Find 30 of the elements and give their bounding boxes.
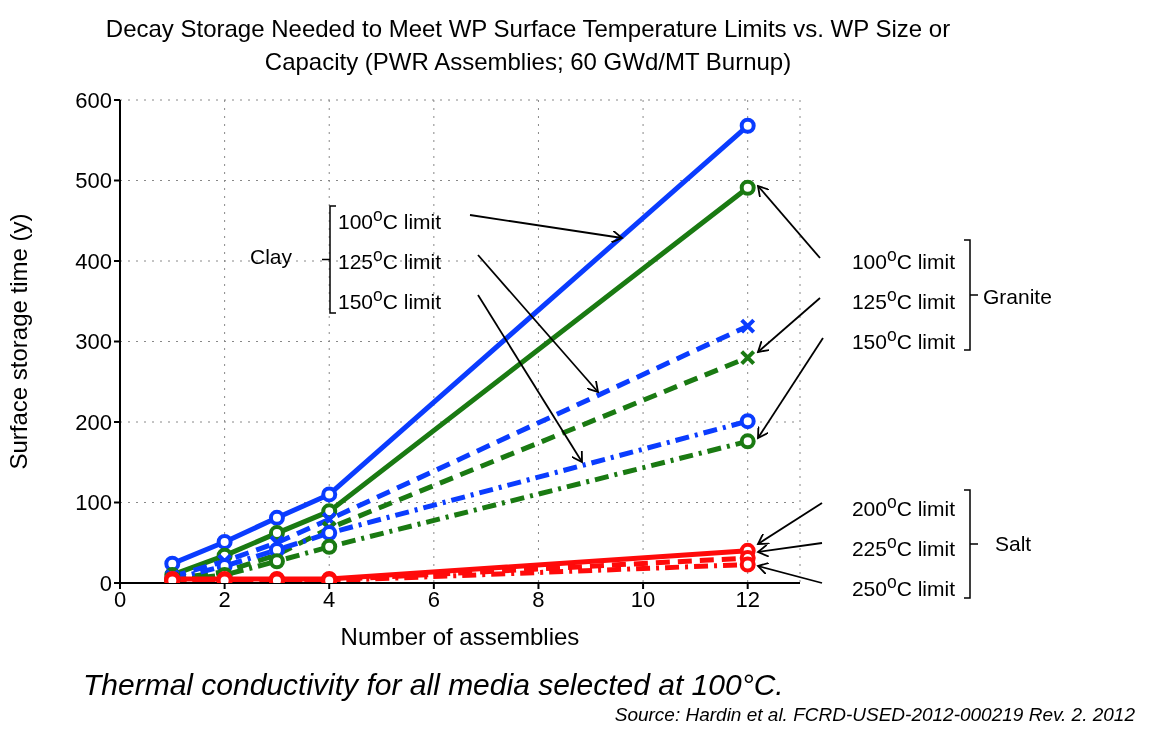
chart-title: Decay Storage Needed to Meet WP Surface Temperature Limits vs. WP Size or Capacity (PWR Assemblies; 60 GWd/MT Burnup) [104,14,952,77]
annotation: 125$^{o}$C limit [338,245,442,274]
y-axis-title: Surface storage time (y) [4,213,32,470]
x-tick-label: 2 [218,586,231,612]
source-note: Source: Hardin et al. FCRD-USED-2012-000219 Rev. 2. 2012 [614,704,1135,726]
annotation: Clay [250,245,293,269]
text: 125$^{o}$C limit [851,285,955,314]
y-tick-label: 100 [75,490,112,516]
text: 150$^{o}$C limit [851,325,955,354]
text: 100$^{o}$C limit [851,245,955,274]
annotation: 100$^{o}$C limit [338,205,442,234]
y-tick-label: 400 [75,248,112,274]
x-tick-label: 8 [532,586,545,612]
annotation: 150$^{o}$C limit [338,285,442,314]
text: Thermal conductivity for all media selected at 100°C. [83,668,784,702]
y-tick-label: 200 [75,409,112,435]
y-tick-label: 0 [99,570,112,596]
y-tick-label: 500 [75,168,112,194]
x-tick-label: 6 [427,586,440,612]
text: Salt [995,532,1032,556]
x-axis-title: Number of assemblies [340,623,580,650]
y-tick-label: 600 [75,87,112,113]
x-tick-label: 10 [630,586,656,612]
y-tick-label: 300 [75,329,112,355]
x-tick-label: 4 [323,586,336,612]
x-tick-label: 12 [735,586,760,612]
text: 225$^{o}$C limit [851,532,955,561]
text: 200$^{o}$C limit [851,492,955,521]
text: Granite [983,285,1052,309]
text: 250$^{o}$C limit [851,572,955,601]
